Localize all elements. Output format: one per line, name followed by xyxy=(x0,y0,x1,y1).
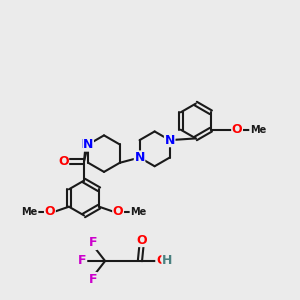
Text: H: H xyxy=(162,254,172,268)
Text: Me: Me xyxy=(250,125,266,135)
Text: Me: Me xyxy=(130,207,146,217)
Text: N: N xyxy=(83,138,93,151)
Text: F: F xyxy=(89,273,97,286)
Text: O: O xyxy=(58,155,69,168)
Text: O: O xyxy=(45,206,55,218)
Text: N: N xyxy=(164,134,175,147)
Text: O: O xyxy=(113,206,123,218)
Text: F: F xyxy=(78,254,87,268)
Text: O: O xyxy=(156,254,166,268)
Text: N: N xyxy=(81,138,91,151)
Text: O: O xyxy=(232,123,242,136)
Text: F: F xyxy=(89,236,97,249)
Text: O: O xyxy=(136,233,147,247)
Text: Me: Me xyxy=(22,207,38,217)
Text: N: N xyxy=(134,151,145,164)
